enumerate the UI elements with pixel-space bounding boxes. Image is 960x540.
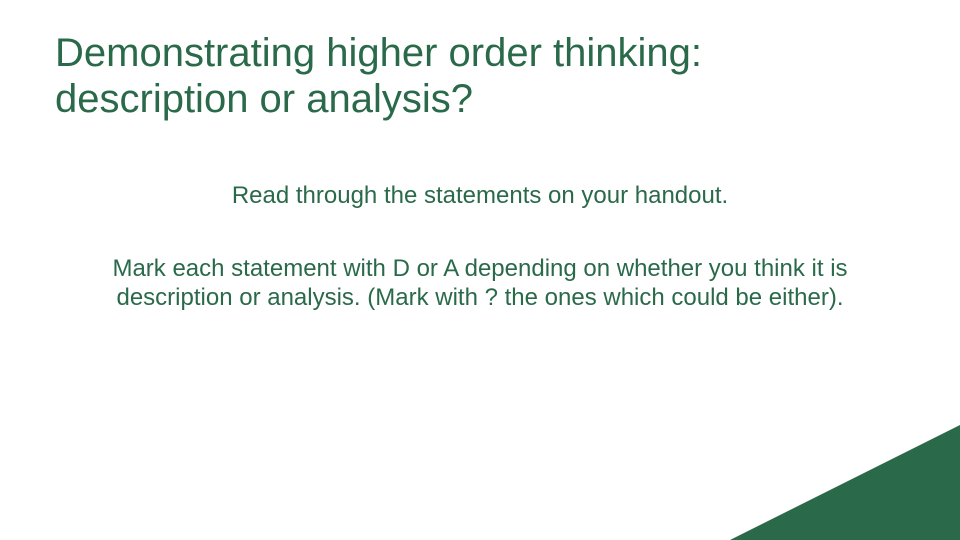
instruction-line-2: Mark each statement with D or A dependin… — [55, 254, 905, 313]
slide-container: Demonstrating higher order thinking: des… — [0, 0, 960, 540]
instruction-line-1: Read through the statements on your hand… — [55, 182, 905, 210]
corner-accent-triangle — [730, 425, 960, 540]
slide-title: Demonstrating higher order thinking: des… — [55, 30, 905, 122]
